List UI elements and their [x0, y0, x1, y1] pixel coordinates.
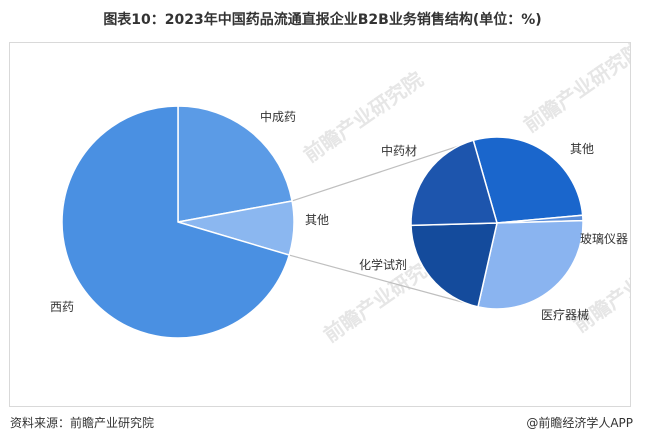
- main-pie-slice-e4b8ade68890e88daf: [177, 105, 293, 223]
- connector-lines: [289, 137, 483, 304]
- slice-label-e4b8ade68890e88daf: 中成药: [260, 109, 296, 124]
- slice-label-e585b6e4bb96: 其他: [305, 213, 329, 227]
- secondary-pie: [410, 136, 584, 310]
- slice-label-e8a5bfe88daf: 西药: [50, 300, 74, 314]
- slice-label-e4b8ade88dafe69d90: 中药材: [381, 143, 417, 158]
- sub-pie-slice-e58cbbe79697e599a8e6a2b0: [477, 219, 584, 310]
- chart-frame: 前瞻产业研究院前瞻产业研究院前瞻产业研究院前瞻产业研究院前瞻产业研究院 中成药其…: [9, 42, 631, 407]
- pie-of-pie-chart: 前瞻产业研究院前瞻产业研究院前瞻产业研究院前瞻产业研究院前瞻产业研究院 中成药其…: [50, 43, 630, 347]
- sub-pie-slice-e585b6e4bb96: [472, 136, 584, 224]
- connector-line-top: [291, 137, 483, 202]
- sub-pie-slice-e4b8ade88dafe69d90: [410, 139, 498, 227]
- slice-label-e585b6e4bb96: 其他: [570, 142, 594, 156]
- watermark-text: 前瞻产业研究院: [519, 43, 630, 137]
- slice-label-e78ebbe79283e4bbaae599a8: 玻璃仪器: [580, 232, 628, 246]
- sub-pie-slice-e58c96e5ada6e8af95e58982: [410, 222, 498, 308]
- connector-line-bottom: [289, 254, 465, 304]
- chart-title: 图表10：2023年中国药品流通直报企业B2B业务销售结构(单位：%): [103, 12, 542, 28]
- main-pie: [61, 105, 295, 339]
- brand-note: @前瞻经济学人APP: [526, 416, 633, 430]
- slice-label-e58cbbe79697e599a8e6a2b0: 医疗器械: [541, 307, 589, 322]
- slice-label-e58c96e5ada6e8af95e58982: 化学试剂: [359, 257, 407, 272]
- source-note: 资料来源：前瞻产业研究院: [10, 416, 155, 430]
- main-pie-slice-e8a5bfe88daf: [61, 105, 291, 339]
